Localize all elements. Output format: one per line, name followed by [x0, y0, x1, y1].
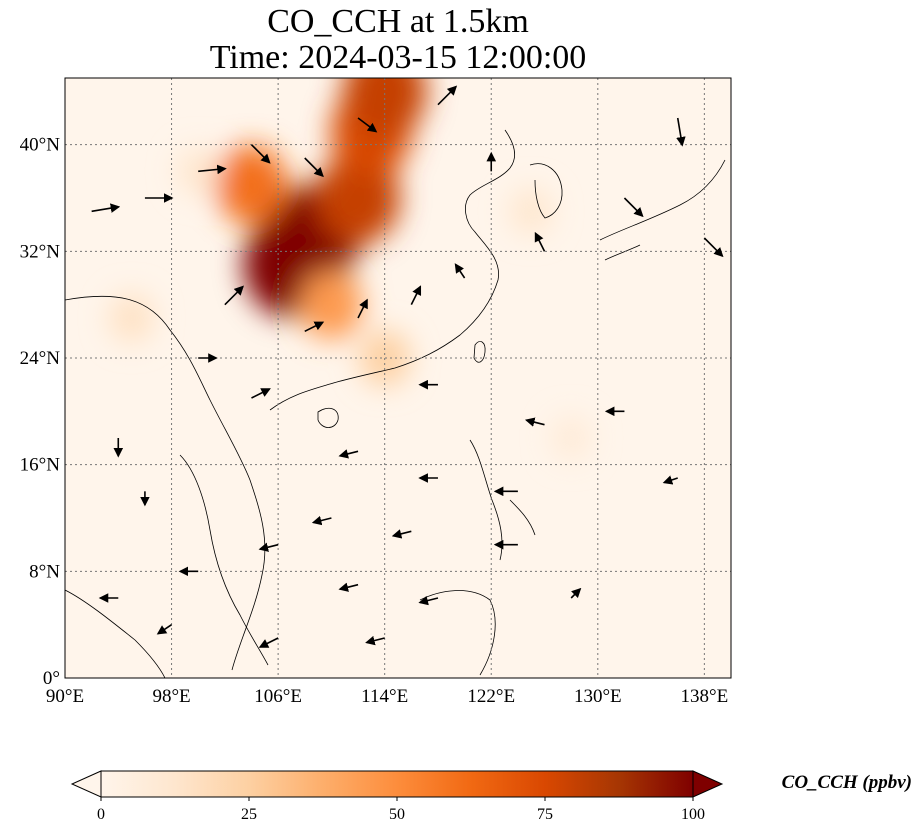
- coastline-taiwan: [473, 341, 486, 363]
- wind-arrow: [198, 164, 227, 175]
- coastline-mainland: [65, 129, 516, 671]
- colorbar-extend-low: [70, 770, 102, 798]
- colorbar-label: CO_CCH (ppbv): [782, 772, 912, 793]
- longitude-tick-label: 122°E: [467, 686, 515, 707]
- longitude-tick-label: 106°E: [254, 686, 302, 707]
- wind-arrow: [156, 624, 173, 635]
- wind-arrow: [250, 144, 271, 164]
- coastline-indochina: [179, 454, 269, 666]
- colorbar-tick-label: 50: [389, 806, 405, 823]
- longitude-tick-label: 90°E: [46, 686, 84, 707]
- wind-arrow: [338, 449, 359, 459]
- wind-arrow: [570, 587, 582, 599]
- wind-arrow: [91, 203, 121, 213]
- latitude-tick-label: 8°N: [29, 561, 60, 582]
- co-plume-blob: [215, 145, 288, 225]
- co-plume-blob: [109, 293, 155, 343]
- wind-arrow: [623, 197, 644, 218]
- map-subtitle-time: Time: 2024-03-15 12:00:00: [209, 39, 587, 76]
- wind-arrow: [365, 635, 385, 646]
- wind-arrow: [258, 542, 279, 552]
- colorbar-extend-high: [692, 770, 724, 798]
- wind-arrow: [258, 637, 279, 648]
- wind-arrow: [534, 231, 546, 252]
- wind-arrow: [524, 417, 545, 427]
- co-plume-blob: [509, 187, 553, 236]
- colorbar-tick-label: 0: [97, 806, 105, 823]
- wind-arrow: [357, 117, 378, 133]
- coastline-borneo: [419, 590, 496, 676]
- colorbar-tick-label: 75: [537, 806, 553, 823]
- latitude-tick-label: 16°N: [20, 455, 61, 476]
- wind-arrow: [437, 85, 458, 106]
- coastline-hainan: [317, 407, 339, 428]
- coastline-sumatra: [65, 589, 166, 678]
- longitude-tick-label: 114°E: [361, 686, 408, 707]
- wind-arrow: [338, 582, 359, 592]
- wind-vectors: [91, 85, 724, 648]
- colorbar-tick-label: 25: [241, 806, 257, 823]
- co-plume-blob: [550, 415, 592, 461]
- longitude-tick-label: 98°E: [152, 686, 190, 707]
- colorbar-tick-label: 100: [681, 806, 705, 823]
- wind-arrow: [454, 263, 466, 279]
- co-plume-blob: [176, 147, 220, 196]
- latitude-tick-labels: 0° 8°N 16°N 24°N 32°N 40°N: [20, 135, 61, 689]
- latitude-tick-label: 40°N: [20, 135, 61, 156]
- wind-arrow: [410, 285, 422, 306]
- coastlines: [65, 129, 726, 678]
- longitude-tick-labels: 90°E 98°E 106°E 114°E 122°E 130°E 138°E: [46, 686, 728, 707]
- latitude-tick-label: 24°N: [20, 348, 61, 369]
- latitude-tick-label: 32°N: [20, 241, 61, 262]
- wind-arrow: [224, 285, 244, 306]
- wind-arrow: [357, 298, 368, 319]
- wind-arrow: [304, 157, 324, 178]
- coastline-japan: [599, 159, 726, 261]
- colorbar-ticks: 0 25 50 75 100: [97, 797, 705, 823]
- latitude-tick-label: 0°: [43, 668, 60, 689]
- wind-arrow: [703, 237, 724, 258]
- map-area: [64, 77, 732, 679]
- wind-arrow: [304, 321, 325, 333]
- longitude-tick-label: 138°E: [681, 686, 729, 707]
- colorbar: 0 25 50 75 100 CO_CCH (ppbv): [70, 770, 912, 823]
- map-frame: [64, 77, 732, 679]
- wind-arrow: [418, 595, 439, 606]
- longitude-tick-label: 130°E: [574, 686, 622, 707]
- wind-arrow: [676, 117, 686, 147]
- map-title: CO_CCH at 1.5km: [267, 3, 529, 40]
- colorbar-gradient: [100, 770, 694, 798]
- wind-arrow: [311, 515, 332, 526]
- wind-arrow: [251, 388, 271, 399]
- coastline-korea: [529, 163, 563, 219]
- wind-arrow: [662, 475, 678, 485]
- wind-arrow: [391, 529, 412, 539]
- co-concentration-field: [109, 78, 592, 461]
